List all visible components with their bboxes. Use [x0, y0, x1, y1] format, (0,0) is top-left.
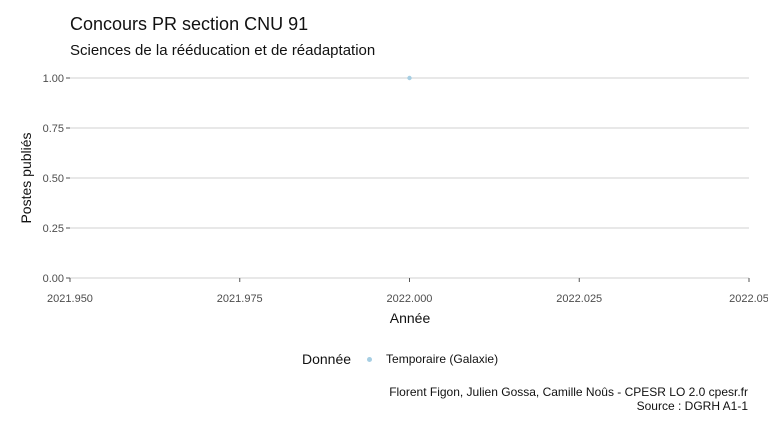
caption-source: Source : DGRH A1-1: [636, 399, 748, 413]
y-tick-label: 0.00: [43, 273, 64, 285]
y-tick-labels: 0.00 0.25 0.50 0.75 1.00: [43, 73, 64, 285]
y-axis-title: Postes publiés: [18, 132, 34, 223]
x-tick-label: 2021.950: [47, 293, 93, 305]
chart-subtitle: Sciences de la rééducation et de réadapt…: [70, 42, 376, 59]
legend-title: Donnée: [302, 351, 352, 367]
x-tick-label: 2021.975: [217, 293, 263, 305]
y-tick-label: 0.25: [43, 223, 64, 235]
x-tick-label: 2022.000: [387, 293, 433, 305]
x-tick-labels: 2021.950 2021.975 2022.000 2022.025 2022.05: [47, 293, 768, 305]
y-tick-label: 0.50: [43, 173, 64, 185]
x-tick-label: 2022.05: [729, 293, 768, 305]
legend-key-dot: [367, 356, 373, 362]
grid-lines: [66, 77, 750, 282]
caption-authors: Florent Figon, Julien Gossa, Camille Noû…: [389, 385, 748, 399]
chart-title: Concours PR section CNU 91: [70, 14, 309, 34]
legend: Donnée Temporaire (Galaxie): [302, 351, 498, 367]
y-tick-label: 0.75: [43, 123, 64, 135]
data-point: [407, 75, 412, 81]
caption: Florent Figon, Julien Gossa, Camille Noû…: [389, 385, 748, 413]
x-axis-title: Année: [390, 310, 431, 326]
legend-label: Temporaire (Galaxie): [386, 352, 499, 366]
x-tick-label: 2022.025: [556, 293, 602, 305]
y-tick-label: 1.00: [43, 73, 64, 85]
data-points: [407, 75, 412, 81]
